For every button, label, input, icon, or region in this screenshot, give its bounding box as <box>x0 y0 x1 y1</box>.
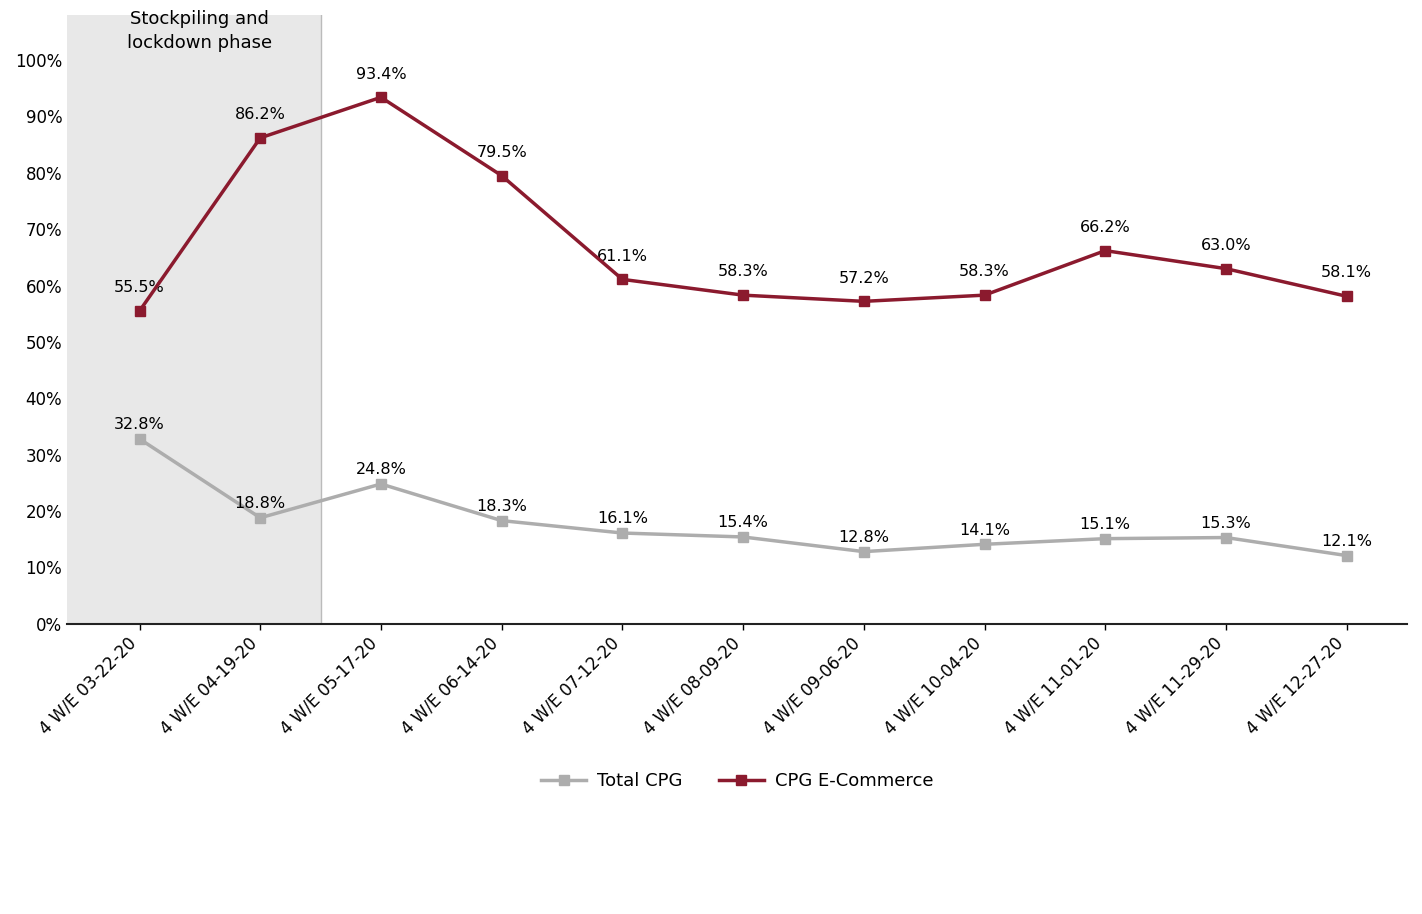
Legend: Total CPG, CPG E-Commerce: Total CPG, CPG E-Commerce <box>533 765 940 797</box>
Text: 93.4%: 93.4% <box>356 67 407 81</box>
Text: 14.1%: 14.1% <box>958 523 1010 537</box>
Text: 58.1%: 58.1% <box>1321 265 1372 281</box>
Text: 15.1%: 15.1% <box>1079 517 1130 532</box>
Text: 12.1%: 12.1% <box>1321 534 1372 548</box>
Text: 18.8%: 18.8% <box>235 496 286 511</box>
Text: 79.5%: 79.5% <box>476 144 528 160</box>
Text: 12.8%: 12.8% <box>839 530 889 545</box>
Text: 58.3%: 58.3% <box>718 264 768 280</box>
Text: 58.3%: 58.3% <box>958 264 1010 280</box>
Text: 86.2%: 86.2% <box>235 107 286 122</box>
Text: 16.1%: 16.1% <box>597 511 648 526</box>
Text: 66.2%: 66.2% <box>1079 220 1130 235</box>
Text: 15.4%: 15.4% <box>718 515 768 530</box>
Text: 63.0%: 63.0% <box>1200 238 1251 253</box>
Text: 24.8%: 24.8% <box>356 462 407 477</box>
Text: 61.1%: 61.1% <box>597 249 648 263</box>
Text: Stockpiling and
lockdown phase: Stockpiling and lockdown phase <box>128 10 273 51</box>
Text: 32.8%: 32.8% <box>114 417 165 432</box>
Bar <box>67 15 320 623</box>
Text: 57.2%: 57.2% <box>839 271 889 285</box>
Text: 15.3%: 15.3% <box>1200 515 1251 531</box>
Text: 55.5%: 55.5% <box>114 281 165 295</box>
Text: 18.3%: 18.3% <box>476 499 528 514</box>
